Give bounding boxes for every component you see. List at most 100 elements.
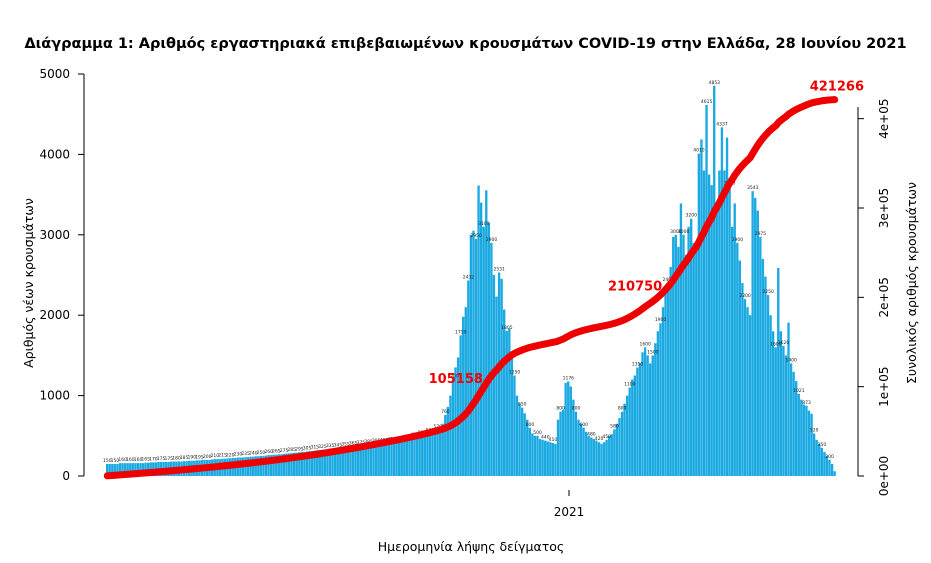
bar <box>275 454 278 476</box>
bar-value-label: 529 <box>810 427 819 433</box>
bar <box>280 454 283 476</box>
bar-value-label: 3100 <box>478 221 490 227</box>
bar-value-label: 420 <box>595 436 604 442</box>
bar <box>380 443 383 476</box>
bar <box>746 307 749 476</box>
bar <box>733 203 736 476</box>
bar-value-label: 2900 <box>486 237 498 243</box>
bar <box>374 444 378 476</box>
bar <box>631 379 634 476</box>
bar-value-label: 180 <box>172 456 181 462</box>
bar-value-label: 580 <box>610 423 619 429</box>
bar <box>129 463 132 476</box>
bar <box>333 448 337 476</box>
bar <box>779 331 783 476</box>
bar <box>395 442 398 476</box>
bar <box>497 272 501 476</box>
bar <box>518 403 521 476</box>
bar-value-label: 1350 <box>632 361 644 367</box>
bar <box>351 446 355 476</box>
bar <box>438 428 442 476</box>
bar <box>269 455 273 476</box>
bar-value-label: 450 <box>602 434 611 440</box>
bar <box>674 234 677 476</box>
bar <box>707 174 711 476</box>
bar <box>720 127 724 476</box>
bar <box>805 405 808 476</box>
bar-value-label: 1200 <box>447 374 459 380</box>
bar-value-label: 200 <box>203 454 212 460</box>
bar <box>754 197 757 476</box>
bar <box>769 315 772 476</box>
bar <box>577 419 580 476</box>
bar <box>285 453 288 476</box>
bar <box>690 218 693 476</box>
bar <box>328 449 332 476</box>
bar-value-label: 4010 <box>693 148 705 154</box>
bar <box>595 440 598 476</box>
bar <box>687 226 690 476</box>
bar <box>638 363 642 476</box>
bar-value-label: 230 <box>234 452 243 458</box>
bar <box>741 283 744 476</box>
bar <box>508 328 511 476</box>
bar <box>541 439 544 476</box>
bar <box>459 335 462 476</box>
bar <box>403 441 406 476</box>
bar <box>728 186 731 476</box>
bars-group <box>106 85 836 477</box>
bar <box>341 447 345 476</box>
bar <box>131 463 134 476</box>
bar-labels-group: 150 150 160 160 160 165 170 175 175 180 185 190 195 2… <box>103 80 834 464</box>
bar-value-label: 4337 <box>716 121 728 127</box>
bar <box>313 450 316 476</box>
cumulative-line-group <box>103 96 839 480</box>
cumulative-annotation: 210750 <box>608 280 662 295</box>
bar <box>387 443 391 476</box>
bar <box>590 437 593 476</box>
bar <box>587 435 590 476</box>
bar-value-label: 325 <box>318 444 327 450</box>
bar <box>567 381 570 476</box>
bar <box>108 463 111 476</box>
bar-value-label: 195 <box>195 454 204 460</box>
bar-value-label: 150 <box>103 458 112 464</box>
bar <box>618 418 621 476</box>
bar <box>736 242 739 476</box>
bar <box>282 453 286 476</box>
bar-value-label: 800 <box>556 406 565 412</box>
x-axis-title: Ημερομηνία λήψης δείγματος <box>378 539 565 554</box>
bar <box>559 411 562 476</box>
bar-value-label: 1021 <box>793 388 805 394</box>
bar <box>807 410 811 476</box>
bar-value-label: 1250 <box>509 370 521 376</box>
bar <box>526 419 529 476</box>
bar <box>369 444 373 476</box>
bar-value-label: 1600 <box>639 341 651 347</box>
bar <box>774 347 777 476</box>
bar-value-label: 2432 <box>463 274 475 280</box>
bar <box>413 438 416 476</box>
bar <box>789 363 793 476</box>
bar-value-label: 500 <box>533 430 542 436</box>
y-axis-title: Αριθμός νέων κρουσμάτων <box>21 198 36 368</box>
bar <box>272 454 275 476</box>
bar <box>738 260 742 476</box>
bar-value-label: 3543 <box>747 185 759 191</box>
bar <box>764 276 767 476</box>
bar <box>349 447 352 476</box>
bar <box>531 433 534 476</box>
bar-value-label: 160 <box>126 457 135 463</box>
bar <box>725 137 729 476</box>
bar <box>436 430 439 476</box>
bar-value-label: 250 <box>257 450 266 456</box>
bar <box>446 406 450 476</box>
bar <box>810 413 813 476</box>
bar <box>820 447 823 476</box>
bar <box>800 399 803 476</box>
bar <box>536 435 539 476</box>
bar-value-label: 440 <box>541 435 550 441</box>
bar <box>433 431 437 476</box>
bar <box>697 153 701 476</box>
bar <box>761 258 765 476</box>
